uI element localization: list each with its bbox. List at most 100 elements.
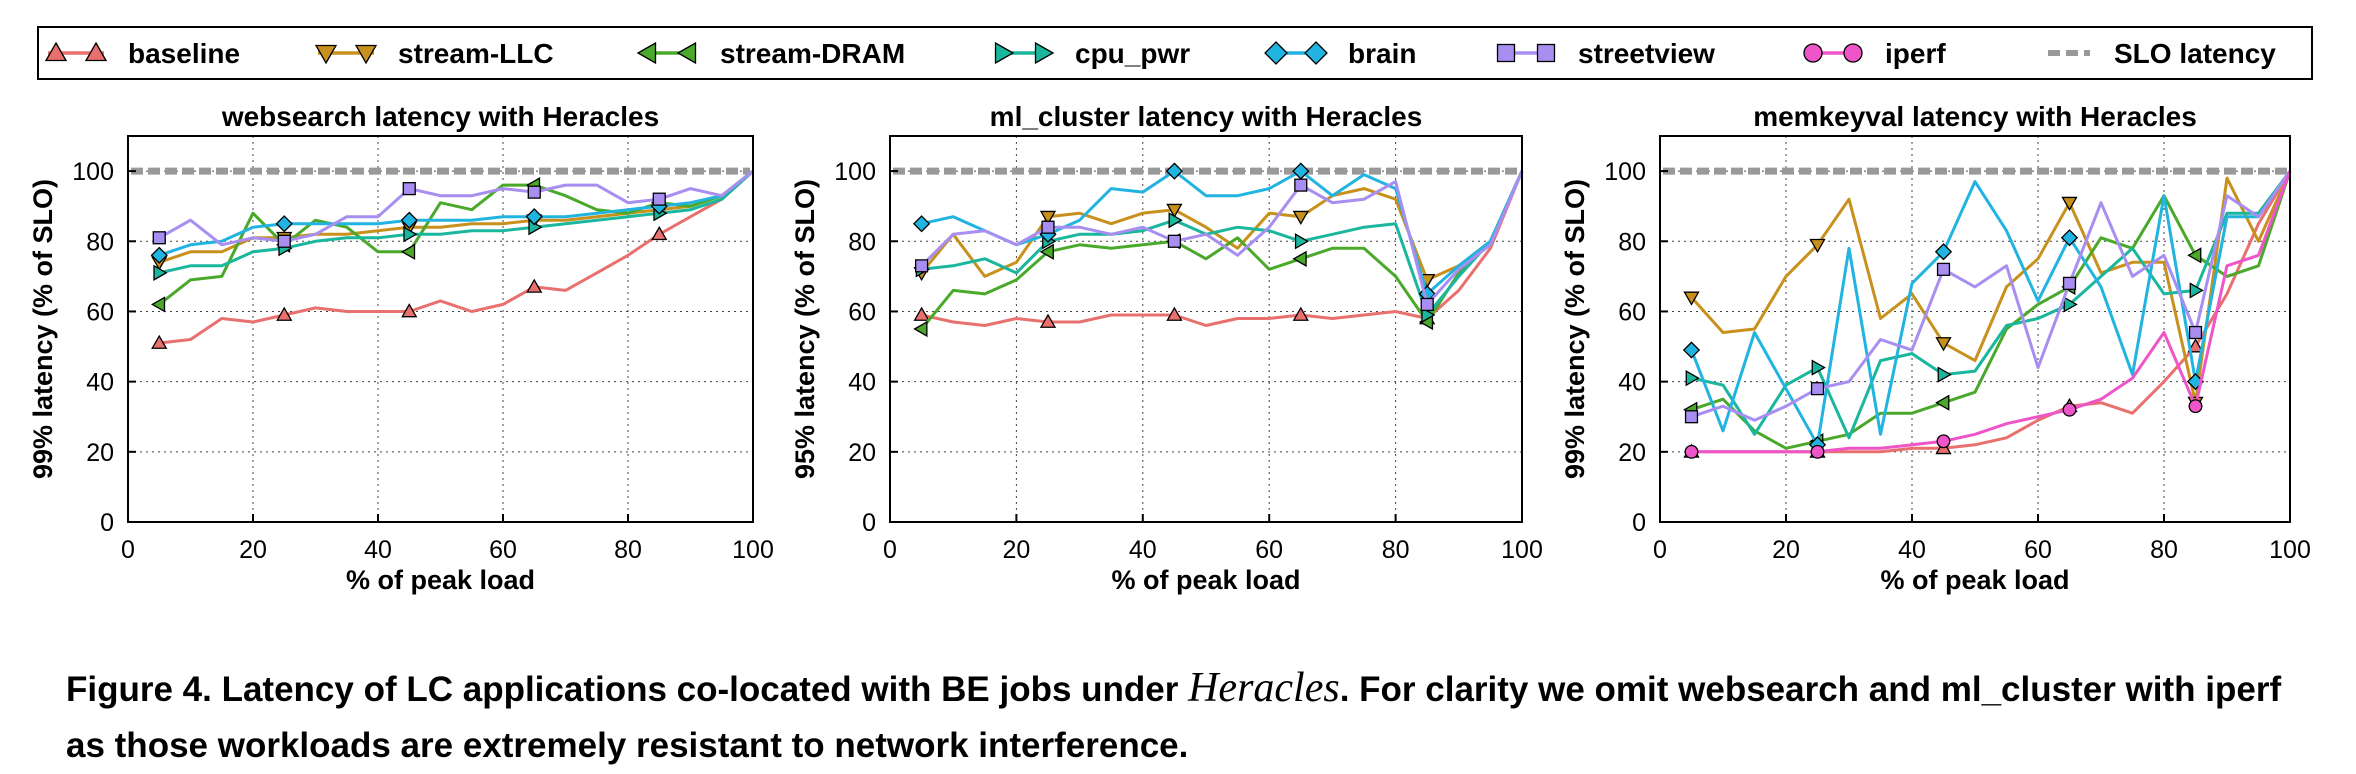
data-point-baseline: [151, 334, 168, 349]
x-tick-label: 60: [489, 536, 517, 564]
data-point-stream-DRAM: [1292, 250, 1307, 267]
y-tick-label: 0: [1632, 509, 1646, 537]
data-point-streetview: [1810, 382, 1825, 396]
y-tick-label: 100: [834, 158, 876, 186]
legend-marker: [994, 41, 1015, 65]
data-point-brain: [150, 246, 168, 264]
y-tick-label: 80: [848, 228, 876, 256]
legend-item-SLO latency: SLO latency: [2048, 38, 2276, 69]
data-point-baseline: [526, 278, 543, 293]
x-tick-label: 40: [1898, 536, 1926, 564]
legend-marker: [314, 44, 338, 65]
data-point-iperf: [2188, 399, 2203, 414]
y-tick-label: 0: [100, 509, 114, 537]
legend-label: cpu_pwr: [1075, 38, 1190, 69]
legend-marker: [1034, 41, 1055, 65]
data-point-stream-LLC: [1166, 203, 1183, 219]
legend-marker: [1304, 41, 1328, 65]
chart-title: ml_cluster latency with Heracles: [990, 101, 1423, 132]
data-point-cpu_pwr: [1168, 212, 1183, 229]
data-point-stream-LLC: [1683, 291, 1700, 306]
legend-item-cpu_pwr: cpu_pwr: [994, 38, 1190, 69]
series-streetview: [915, 170, 1524, 312]
series-iperf: [1684, 170, 2292, 459]
data-point-brain: [1165, 162, 1184, 180]
x-tick-label: 80: [2150, 536, 2178, 564]
data-point-baseline: [276, 306, 293, 321]
legend-marker: [1843, 43, 1863, 63]
data-point-brain: [2060, 229, 2079, 247]
y-tick-label: 0: [862, 509, 876, 537]
x-tick-label: 80: [614, 536, 642, 564]
series-streetview: [1684, 170, 2292, 424]
chart-title: memkeyval latency with Heracles: [1753, 101, 2197, 132]
data-point-baseline: [401, 303, 418, 318]
data-point-stream-LLC: [2061, 196, 2078, 211]
chart-panel-2: 0 20 40 60 80 100 0 20 40 60 80 100 ml_cluster laten…: [790, 101, 1543, 595]
caption-suffix: . For clarity we omit websearch and ml_c…: [66, 670, 2282, 765]
series-cpu_pwr: [1685, 170, 2292, 440]
data-point-streetview: [152, 231, 166, 245]
x-tick-label: 40: [1129, 536, 1157, 564]
x-tick-label: 20: [1002, 536, 1030, 564]
series-brain: [150, 169, 754, 264]
x-axis-label: % of peak load: [346, 565, 535, 595]
y-tick-label: 40: [848, 369, 876, 397]
x-tick-label: 60: [2024, 536, 2052, 564]
y-tick-label: 20: [848, 439, 876, 467]
data-point-streetview: [1167, 234, 1181, 248]
legend-label: brain: [1348, 38, 1416, 69]
x-axis-label: % of peak load: [1880, 565, 2069, 595]
y-tick-label: 20: [86, 439, 114, 467]
data-point-streetview: [1294, 178, 1308, 192]
data-point-cpu_pwr: [1421, 306, 1436, 324]
legend-marker: [1496, 43, 1516, 63]
data-point-streetview: [1420, 297, 1434, 312]
data-point-streetview: [1684, 410, 1699, 424]
legend-label: stream-LLC: [398, 38, 554, 69]
x-tick-label: 100: [732, 536, 774, 564]
legend-marker: [44, 41, 68, 62]
legend-label: streetview: [1578, 38, 1715, 69]
data-point-streetview: [527, 185, 541, 199]
chart-panel-1: 0 20 40 60 80 100 0 20 40 60 80 100 websearch latenc…: [28, 101, 774, 595]
y-tick-label: 60: [848, 298, 876, 326]
legend-marker: [354, 44, 378, 65]
x-tick-label: 100: [1501, 536, 1543, 564]
data-point-streetview: [1041, 220, 1055, 234]
y-tick-label: 80: [86, 228, 114, 256]
data-point-stream-DRAM: [2187, 247, 2202, 264]
data-point-cpu_pwr: [2063, 296, 2078, 313]
data-point-streetview: [2188, 325, 2203, 340]
data-point-baseline: [651, 225, 668, 241]
data-point-streetview: [652, 192, 666, 206]
y-tick-label: 20: [1618, 439, 1646, 467]
x-tick-label: 60: [1255, 536, 1283, 564]
y-tick-label: 60: [86, 298, 114, 326]
y-axis-label: 99% latency (% of SLO): [1560, 179, 1590, 479]
legend: baseline stream-LLC stream-DRAM cpu_pwr brai…: [37, 26, 2313, 80]
data-point-streetview: [2062, 276, 2077, 290]
series-line-streetview: [920, 170, 1524, 306]
legend-item-baseline: baseline: [44, 38, 240, 69]
data-point-cpu_pwr: [2189, 282, 2204, 299]
data-point-brain: [275, 215, 293, 233]
data-point-brain: [912, 215, 931, 233]
y-tick-label: 60: [1618, 298, 1646, 326]
y-tick-label: 80: [1618, 228, 1646, 256]
legend-label: stream-DRAM: [720, 38, 905, 69]
legend-marker: [1536, 43, 1556, 63]
series-line-stream-DRAM: [1691, 170, 2292, 450]
y-tick-label: 40: [86, 369, 114, 397]
caption-emphasis: Heracles: [1188, 665, 1340, 711]
legend-label: baseline: [128, 38, 240, 69]
data-point-cpu_pwr: [1685, 370, 1700, 387]
data-point-baseline: [1292, 306, 1309, 321]
legend-item-streetview: streetview: [1496, 38, 1715, 69]
x-axis-label: % of peak load: [1111, 565, 1300, 595]
series-line-stream-LLC: [158, 169, 754, 264]
y-tick-label: 40: [1618, 369, 1646, 397]
plot-frame: [889, 135, 1523, 523]
legend-item-iperf: iperf: [1803, 38, 1946, 69]
data-point-iperf: [1810, 444, 1825, 459]
